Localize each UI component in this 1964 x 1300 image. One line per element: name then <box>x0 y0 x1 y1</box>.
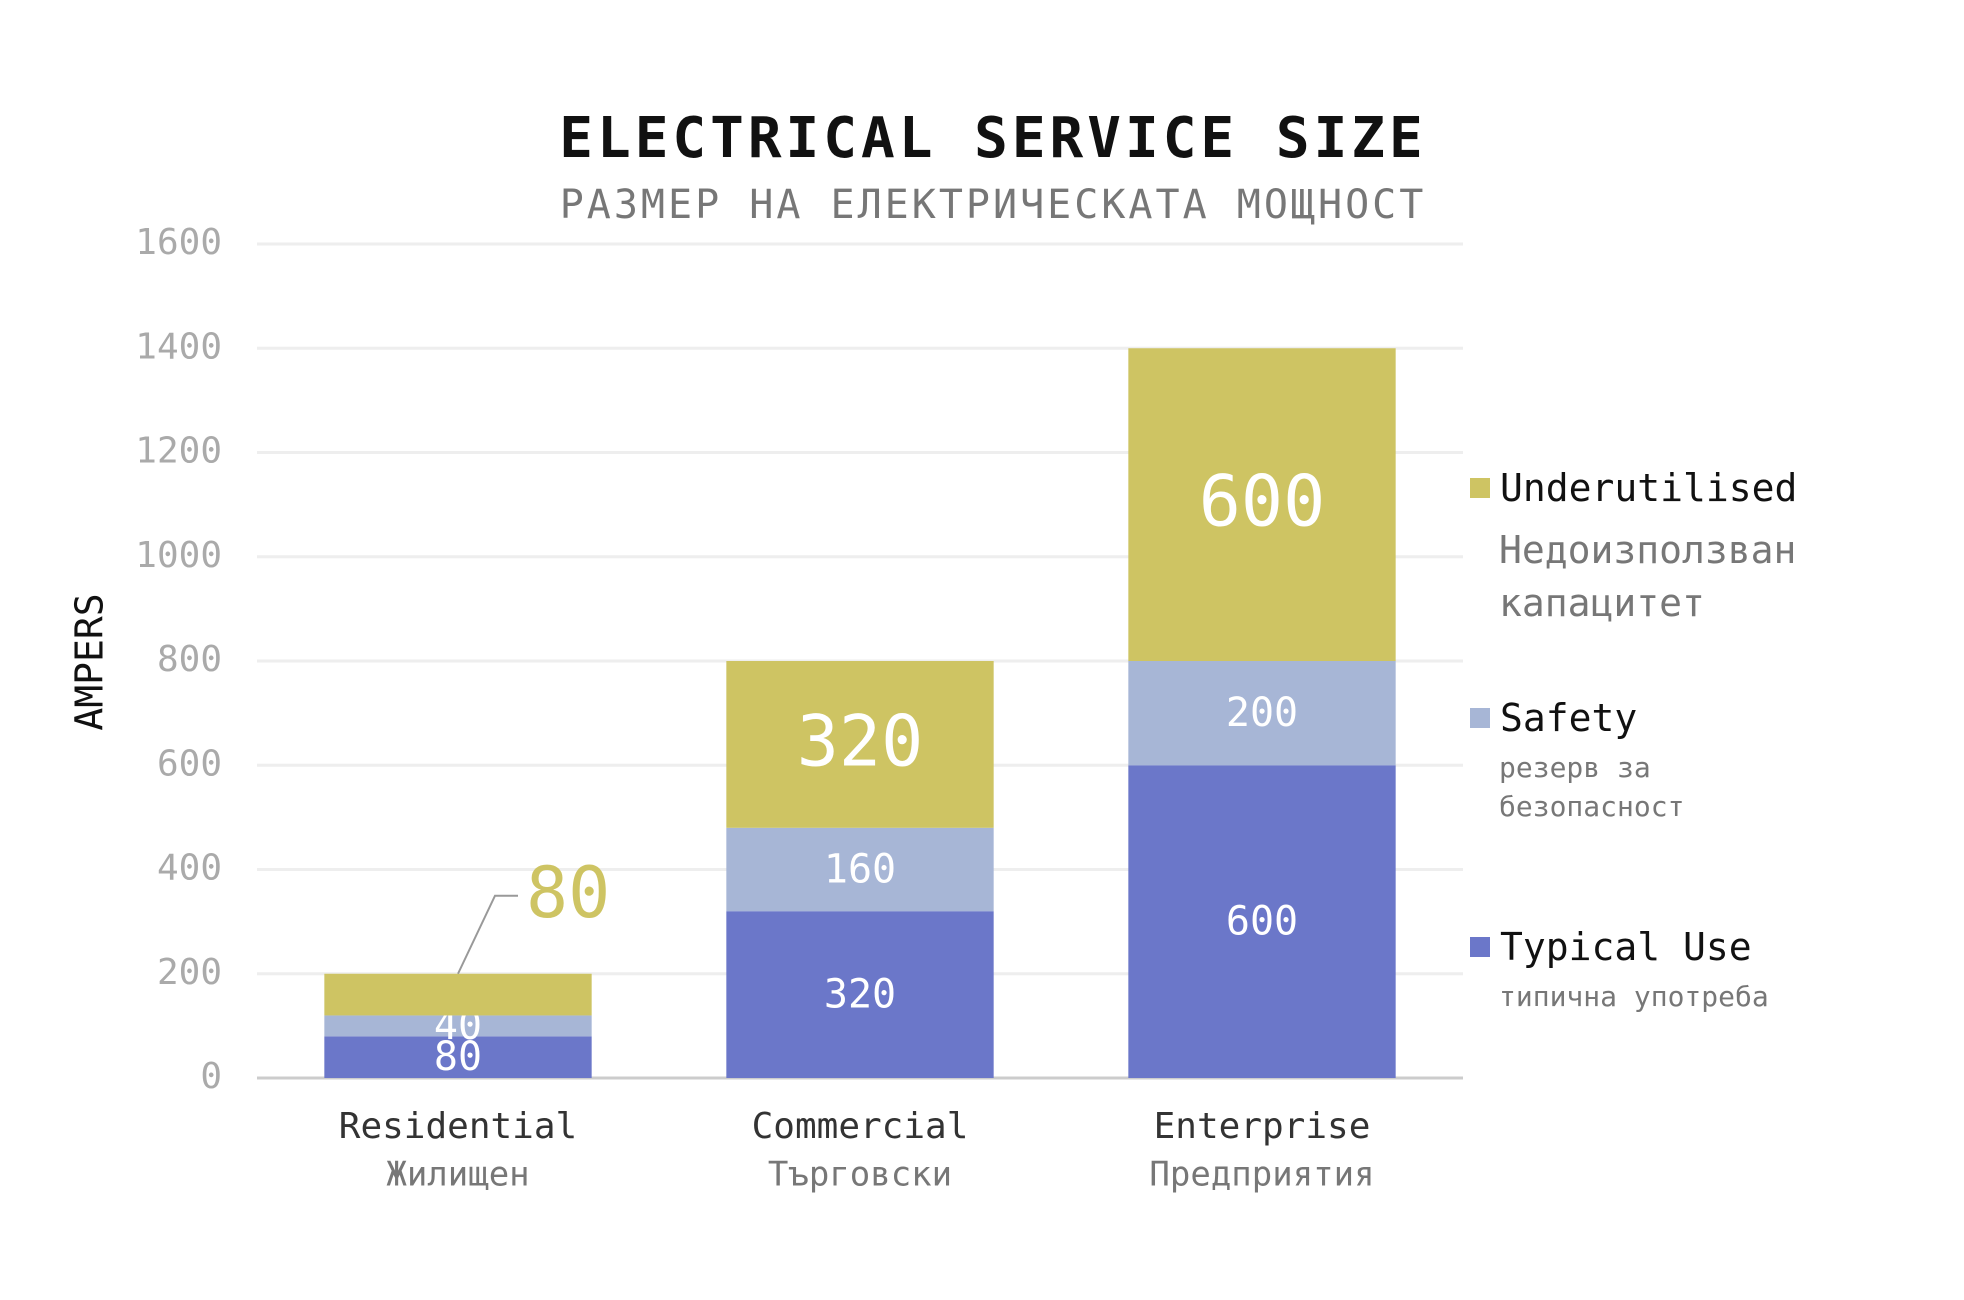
legend-sublabel: Недоизползван капацитет <box>1499 528 1797 626</box>
bar-segment <box>1128 661 1396 766</box>
y-tick-label: 400 <box>157 848 222 889</box>
bar-segment <box>324 1015 592 1037</box>
bar-segment <box>726 661 994 828</box>
y-tick-label: 1400 <box>135 326 222 367</box>
bar-segment <box>1128 348 1396 661</box>
legend-swatch <box>1470 937 1490 957</box>
legend-item: Safety резерв за безопасност <box>1470 696 1910 826</box>
data-label: 80 <box>526 852 610 934</box>
legend-swatch <box>1470 708 1490 728</box>
legend-label: Underutilised <box>1500 466 1798 510</box>
bar-segment <box>324 1036 592 1078</box>
x-tick-label: Residential <box>339 1106 577 1147</box>
bar-segment <box>324 973 592 1016</box>
y-tick-label: 600 <box>157 743 222 784</box>
y-tick-label: 1000 <box>135 535 222 576</box>
chart-title: ELECTRICAL SERVICE SIZE <box>559 106 1426 171</box>
y-axis-label: AMPERS <box>68 593 112 730</box>
data-label: 200 <box>1226 690 1298 736</box>
legend-sublabel: типична употреба <box>1499 980 1769 1013</box>
legend-swatch <box>1470 478 1490 498</box>
legend-label: Safety <box>1500 696 1638 740</box>
bar-segment <box>726 911 994 1078</box>
data-label: 80 <box>434 1034 482 1080</box>
bar-segment <box>1128 765 1396 1078</box>
x-tick-sublabel: Търговски <box>768 1155 952 1195</box>
data-label: 320 <box>824 972 896 1018</box>
x-tick-sublabel: Предприятия <box>1149 1155 1374 1195</box>
legend-label: Typical Use <box>1500 925 1752 969</box>
data-label: 320 <box>797 700 923 782</box>
chart-subtitle: РАЗМЕР НА ЕЛЕКТРИЧЕСКАТА МОЩНОСТ <box>560 182 1427 228</box>
y-tick-label: 1600 <box>135 222 222 263</box>
x-tick-label: Commercial <box>752 1106 969 1147</box>
data-label: 600 <box>1199 461 1325 543</box>
y-tick-label: 200 <box>157 952 222 993</box>
data-label: 600 <box>1226 899 1298 945</box>
data-label: 160 <box>824 847 896 893</box>
bar-segment <box>726 827 994 912</box>
x-tick-sublabel: Жилищен <box>386 1155 529 1195</box>
legend-sublabel: резерв за безопасност <box>1499 751 1685 824</box>
leader-line <box>457 894 518 975</box>
y-tick-label: 800 <box>157 639 222 680</box>
x-tick-label: Enterprise <box>1154 1106 1371 1147</box>
legend-item: Typical Use типична употреба <box>1470 925 1910 1016</box>
y-tick-label: 0 <box>200 1056 222 1097</box>
y-tick-label: 1200 <box>135 431 222 472</box>
legend-item: Underutilised Недоизползван капацитет <box>1470 466 1910 630</box>
